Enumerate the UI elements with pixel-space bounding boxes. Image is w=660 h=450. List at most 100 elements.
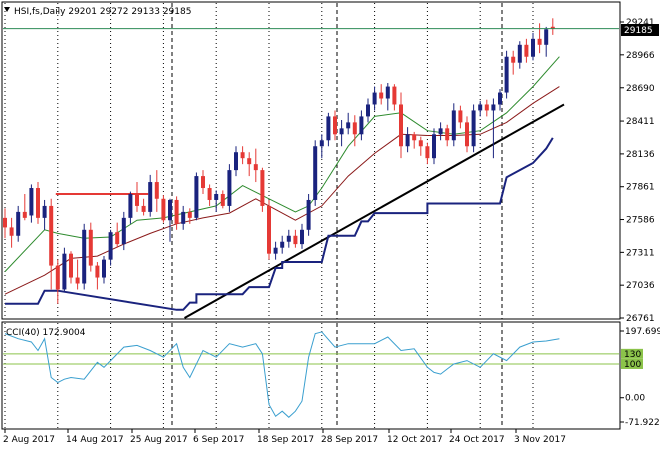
candle-body (121, 217, 126, 245)
candle (260, 167, 265, 212)
candle (121, 211, 126, 251)
candle (445, 124, 450, 147)
candle-body (537, 38, 542, 45)
date-axis: 2 Aug 2017 14 Aug 2017 25 Aug 2017 6 Sep 20… (3, 429, 566, 445)
candle-body (3, 217, 7, 228)
candle (550, 18, 555, 35)
candle-body (253, 164, 258, 171)
candle (544, 26, 549, 57)
y-tick-label: 28690 (626, 84, 655, 94)
candle (95, 262, 100, 290)
candle-body (438, 128, 443, 135)
candle (62, 247, 67, 292)
candle (399, 92, 403, 159)
candle-body (234, 152, 238, 171)
candle (465, 116, 469, 153)
cci-path (4, 331, 560, 418)
candle-body (174, 199, 179, 224)
y-tick-label: 28966 (626, 51, 655, 61)
candle-body (359, 116, 364, 135)
candle (326, 112, 331, 147)
candle (359, 110, 364, 141)
price-panel-title: HSI,fs,Daily 29201 29272 29133 29185 (4, 7, 191, 17)
y-tick-label: 26761 (626, 314, 655, 324)
candle-body (148, 182, 153, 212)
y-tick-label: 27861 (626, 183, 655, 193)
candle (220, 190, 225, 209)
candle-body (29, 188, 34, 216)
cci-level-tag (621, 348, 643, 359)
moving-average-fast (4, 56, 560, 272)
candle (306, 193, 311, 236)
candle (168, 198, 172, 242)
candle-body (49, 205, 54, 266)
candle (247, 152, 252, 177)
x-tick-label: 18 Sep 2017 (257, 435, 314, 445)
candle (227, 164, 232, 212)
candle-body (102, 259, 106, 278)
candle-body (471, 110, 476, 147)
candle (531, 32, 535, 61)
candle-body (201, 176, 205, 189)
candle-body (498, 92, 502, 105)
candle-body (484, 104, 489, 111)
candle-body (445, 128, 450, 141)
candle-body (135, 193, 139, 206)
y-tick-label: 29241 (626, 18, 655, 28)
candle (16, 205, 21, 242)
collapse-triangle-icon[interactable] (4, 7, 10, 12)
x-tick-label: 14 Aug 2017 (66, 435, 124, 445)
candle (234, 146, 238, 177)
candle-body (115, 232, 120, 245)
cci-tick-label: -71.9221 (625, 418, 660, 428)
candle (517, 41, 522, 69)
cci-level-label: 130 (624, 350, 641, 360)
candle-body (194, 176, 199, 218)
trendline-segment (184, 103, 565, 319)
candle-body (379, 92, 384, 99)
candle-body (62, 253, 67, 290)
candle (432, 128, 436, 165)
candle-body (319, 140, 324, 147)
candle-body (333, 116, 337, 135)
candle (88, 222, 93, 272)
candle-body (491, 104, 496, 111)
candle (108, 229, 113, 266)
candle-body (524, 44, 529, 57)
candle-body (55, 265, 60, 290)
x-tick-label: 6 Sep 2017 (193, 435, 244, 445)
candle-body (339, 128, 344, 135)
candle (148, 174, 153, 217)
candle-body (168, 199, 172, 221)
candle (504, 50, 509, 99)
candle (405, 127, 410, 153)
candle-body (465, 122, 469, 147)
candle (240, 146, 245, 165)
symbol-label: HSI,fs,Daily 29201 29272 29133 29185 (14, 7, 191, 17)
candle-body (141, 205, 146, 212)
candle-body (260, 170, 265, 206)
cci-panel-title: CCI(40) 172.9004 (6, 328, 86, 338)
candle (379, 84, 384, 105)
price-panel (3, 18, 619, 319)
x-tick-label: 3 Nov 2017 (514, 435, 566, 445)
candle-body (425, 146, 430, 159)
candle (29, 184, 34, 223)
candle-body (405, 134, 410, 147)
y-tick-label: 27036 (626, 281, 655, 291)
candle (524, 38, 529, 63)
candle (293, 229, 298, 248)
x-tick-label: 2 Aug 2017 (3, 435, 55, 445)
candle-body (88, 229, 93, 266)
x-tick-label: 24 Oct 2017 (449, 435, 505, 445)
candle (115, 222, 120, 248)
candle (372, 86, 377, 111)
candle (352, 115, 357, 147)
candle-body (273, 247, 278, 254)
candle-body (227, 170, 232, 206)
candle (511, 50, 516, 75)
cci-level-tag (621, 358, 643, 369)
candle-body (267, 205, 271, 254)
candle-body (451, 110, 456, 141)
